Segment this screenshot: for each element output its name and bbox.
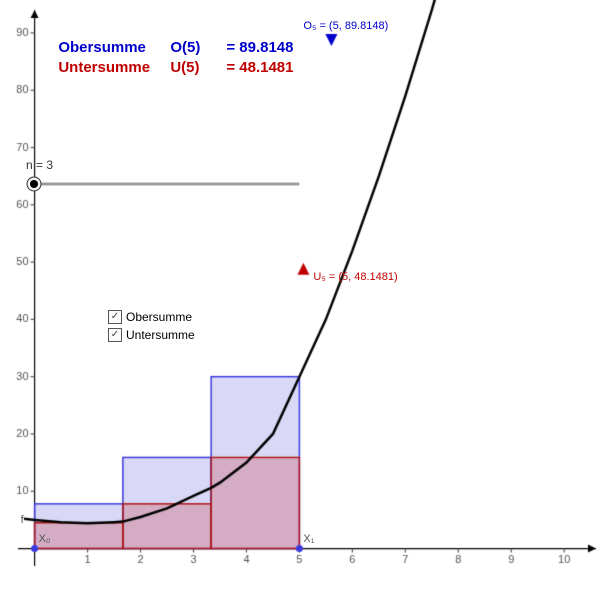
- untersumme-label: Untersumme: [50, 42, 150, 76]
- x1-label: X₁: [303, 533, 314, 545]
- untersumme-checkbox[interactable]: ✓ Untersumme: [108, 328, 195, 342]
- o5-point-label: O₅ = (5, 89.8148): [303, 20, 388, 32]
- f-label: f: [21, 514, 24, 526]
- untersumme-symbol: U(5): [162, 42, 200, 76]
- checkbox-icon: ✓: [108, 328, 122, 342]
- n-slider-track[interactable]: [26, 174, 306, 194]
- n-slider-label: n = 3: [26, 158, 306, 172]
- n-slider[interactable]: n = 3: [26, 158, 306, 199]
- x0-label: X₀: [39, 533, 51, 545]
- obersumme-checkbox-label: Obersumme: [126, 310, 192, 324]
- obersumme-checkbox[interactable]: ✓ Obersumme: [108, 310, 192, 324]
- untersumme-checkbox-label: Untersumme: [126, 328, 195, 342]
- riemann-plot-canvas: [0, 0, 600, 600]
- untersumme-value: = 48.1481: [218, 42, 294, 76]
- u5-point-label: U₅ = (5, 48.1481): [313, 271, 397, 283]
- checkbox-icon: ✓: [108, 310, 122, 324]
